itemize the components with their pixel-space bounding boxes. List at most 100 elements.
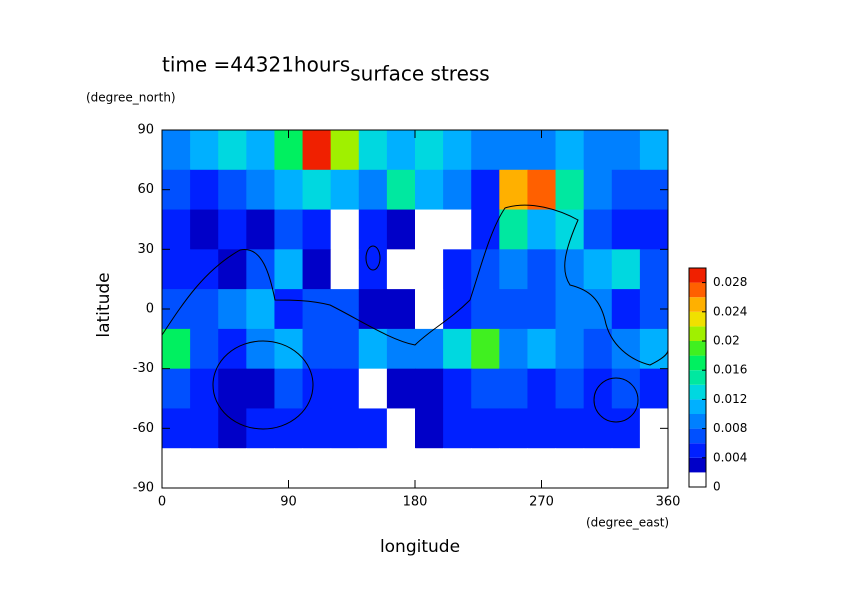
cell — [358, 209, 388, 250]
cell — [246, 448, 275, 489]
cell — [415, 209, 444, 250]
cell — [358, 289, 388, 330]
cell — [415, 408, 444, 449]
cell — [611, 408, 641, 449]
cell — [274, 209, 304, 250]
cell — [246, 169, 275, 211]
cell — [415, 130, 444, 171]
cell — [471, 328, 500, 370]
cell — [583, 169, 613, 211]
cell — [639, 130, 669, 171]
y-tick-label: 0 — [146, 302, 154, 317]
cell — [330, 289, 360, 330]
cell — [555, 289, 585, 330]
cell — [330, 368, 360, 409]
colorbar-segment — [689, 384, 706, 400]
cell — [611, 368, 641, 409]
cell — [611, 289, 641, 330]
colorbar-segment — [689, 297, 706, 312]
cell — [274, 368, 304, 409]
cell — [471, 209, 500, 250]
cell — [190, 130, 219, 171]
cell — [302, 209, 332, 250]
cell — [499, 368, 528, 409]
cell — [246, 209, 275, 250]
colorbar-segment — [689, 370, 706, 385]
y-tick-label: -60 — [133, 421, 154, 436]
cell — [443, 169, 472, 211]
cell — [555, 249, 585, 290]
cell — [499, 249, 528, 290]
colorbar-tick-label: 0.016 — [713, 363, 747, 377]
cell — [358, 130, 388, 171]
cell — [218, 408, 247, 449]
cell — [555, 328, 585, 370]
colorbar-segment — [689, 341, 706, 356]
cell — [527, 169, 557, 211]
cell — [443, 130, 472, 171]
cell — [302, 169, 332, 211]
cell — [218, 169, 247, 211]
y-tick-label: 60 — [137, 182, 154, 197]
chart-title: surface stress — [350, 62, 489, 86]
cell — [527, 289, 557, 330]
cell — [415, 448, 444, 489]
cell — [386, 328, 416, 370]
cell — [611, 130, 641, 171]
axes: 0 90 180 270 360 -90 -60 -30 0 30 60 90 0 0.004 0.008 0… — [133, 123, 748, 510]
x-tick-label: 270 — [529, 495, 554, 510]
cell — [190, 408, 219, 449]
cell — [274, 328, 304, 370]
cell — [330, 130, 360, 171]
cell — [330, 408, 360, 449]
cell — [499, 169, 528, 211]
cell — [499, 408, 528, 449]
cell — [499, 448, 528, 489]
cell — [330, 328, 360, 370]
cell — [218, 130, 247, 171]
colorbar-tick-label: 0.004 — [713, 450, 747, 464]
field — [162, 130, 669, 489]
cell — [471, 169, 500, 211]
cell — [162, 368, 191, 409]
cell — [246, 249, 275, 290]
cell — [583, 368, 613, 409]
cell — [218, 328, 247, 370]
cell — [386, 209, 416, 250]
cell — [246, 328, 275, 370]
cell — [218, 289, 247, 330]
x-tick-label: 90 — [280, 495, 297, 510]
cell — [274, 249, 304, 290]
colorbar-tick-label: 0.008 — [713, 421, 747, 435]
cell — [471, 408, 500, 449]
cell — [611, 328, 641, 370]
colorbar-tick-label: 0 — [713, 480, 721, 494]
x-tick-label: 0 — [158, 495, 166, 510]
x-unit: (degree_east) — [586, 516, 669, 530]
colorbar-segment — [689, 399, 706, 414]
colorbar-frame — [688, 267, 707, 488]
cell — [358, 408, 388, 449]
y-axis-label: latitude — [94, 272, 114, 337]
x-tick-label: 180 — [403, 495, 428, 510]
colorbar-segment — [689, 282, 706, 298]
y-tick-label: 30 — [137, 242, 154, 257]
cell — [190, 448, 219, 489]
cell — [330, 249, 360, 290]
cell — [499, 289, 528, 330]
cell — [302, 249, 332, 290]
colorbar-segment — [689, 472, 706, 487]
cell — [190, 209, 219, 250]
cell — [386, 408, 416, 449]
cell — [415, 289, 444, 330]
cell — [471, 249, 500, 290]
subtitle: time =44321hours — [162, 53, 350, 77]
cell — [555, 169, 585, 211]
cell — [415, 328, 444, 370]
cell — [246, 289, 275, 330]
colorbar-tick-label: 0.028 — [713, 275, 747, 289]
colorbar-segment — [689, 414, 706, 429]
cell — [443, 328, 472, 370]
cell — [190, 249, 219, 290]
